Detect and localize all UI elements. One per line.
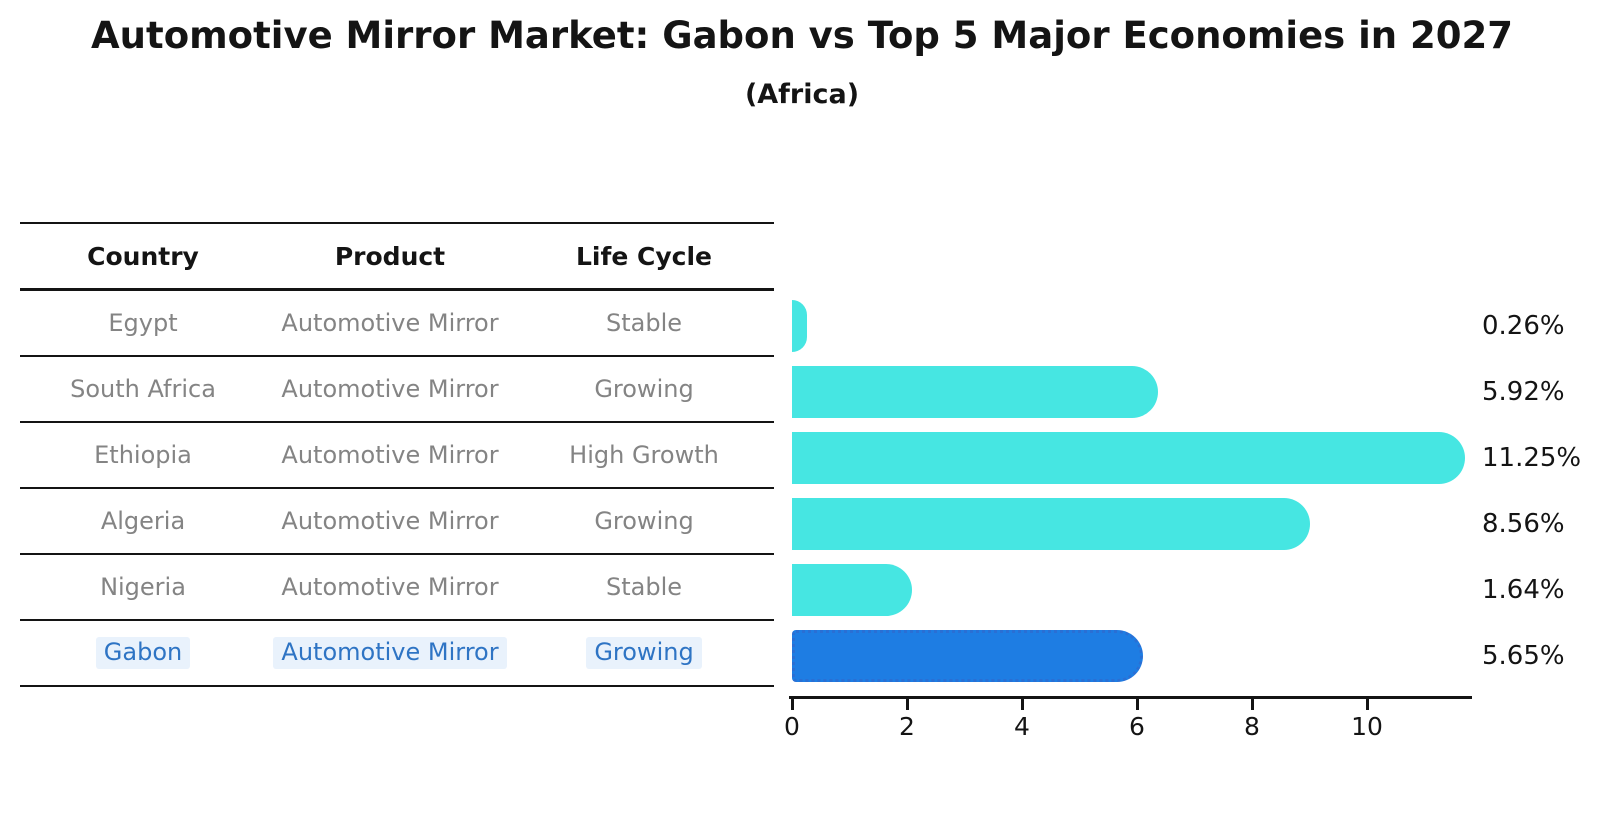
table-header-row: Country Product Life Cycle: [20, 224, 774, 288]
bar-value-label: 8.56%: [1482, 509, 1565, 539]
column-header-life-cycle: Life Cycle: [575, 241, 713, 271]
table-cell-country: South Africa: [70, 374, 216, 403]
bar-ethiopia: [792, 432, 1465, 484]
table-cell-life-cycle: Growing: [514, 637, 774, 669]
table-header-border: [20, 288, 774, 291]
table-row-algeria: Algeria Automotive Mirror Growing: [20, 489, 774, 555]
x-tick-label: 2: [899, 712, 915, 741]
bar-algeria: [792, 498, 1311, 550]
table-cell-life-cycle: Growing: [594, 506, 694, 535]
table-cell-country: Ethiopia: [94, 440, 192, 469]
x-tick: [1135, 699, 1139, 710]
table-cell-product: Automotive Mirror: [281, 506, 499, 535]
bar-nigeria: [792, 564, 913, 616]
table-cell-product: Automotive Mirror: [281, 308, 499, 337]
x-tick-label: 4: [1014, 712, 1030, 741]
bar-value-label: 1.64%: [1482, 575, 1565, 605]
table-row-nigeria: Nigeria Automotive Mirror Stable: [20, 555, 774, 621]
table-cell-life-cycle: High Growth: [569, 440, 719, 469]
chart-title: Automotive Mirror Market: Gabon vs Top 5…: [91, 14, 1513, 57]
x-tick-label: 6: [1129, 712, 1145, 741]
bar-value-label: 0.26%: [1482, 311, 1565, 341]
table-cell-life-cycle: Growing: [594, 374, 694, 403]
bar-gabon: [792, 630, 1143, 682]
table-cell-country: Algeria: [100, 506, 186, 535]
table-row-ethiopia: Ethiopia Automotive Mirror High Growth: [20, 423, 774, 489]
bar-south-africa: [792, 366, 1159, 418]
column-header-product: Product: [334, 241, 446, 271]
table-row-gabon: Gabon Automotive Mirror Growing: [20, 621, 774, 687]
x-axis-line: [789, 696, 1472, 699]
column-header-country: Country: [87, 241, 199, 271]
table-cell-country: Nigeria: [100, 572, 186, 601]
table-cell-country: Egypt: [108, 308, 178, 337]
x-tick-label: 10: [1351, 712, 1383, 741]
table-cell-product: Automotive Mirror: [281, 572, 499, 601]
bar-value-label: 5.65%: [1482, 641, 1565, 671]
x-tick-label: 8: [1244, 712, 1260, 741]
table-top-border: [20, 222, 774, 224]
table-row-egypt: Egypt Automotive Mirror Stable: [20, 291, 774, 357]
table-cell-product: Automotive Mirror: [281, 440, 499, 469]
bar-egypt: [792, 300, 807, 352]
table-cell-product: Automotive Mirror: [281, 374, 499, 403]
table-cell-life-cycle: Stable: [605, 308, 683, 337]
x-tick: [1250, 699, 1254, 710]
x-tick: [1020, 699, 1024, 710]
x-tick: [905, 699, 909, 710]
bar-value-label: 5.92%: [1482, 377, 1565, 407]
x-tick-label: 0: [784, 712, 800, 741]
x-tick: [1365, 699, 1369, 710]
table-row-south-africa: South Africa Automotive Mirror Growing: [20, 357, 774, 423]
table-cell-life-cycle: Stable: [605, 572, 683, 601]
x-tick: [790, 699, 794, 710]
chart-subtitle: (Africa): [744, 79, 860, 110]
table-body: Egypt Automotive Mirror Stable South Africa…: [20, 291, 774, 687]
table-cell-country: Gabon: [20, 637, 266, 669]
country-table: Country Product Life Cycle Egypt Automoti…: [20, 222, 774, 687]
bar-value-label: 11.25%: [1482, 443, 1582, 473]
table-cell-product: Automotive Mirror: [266, 637, 514, 669]
